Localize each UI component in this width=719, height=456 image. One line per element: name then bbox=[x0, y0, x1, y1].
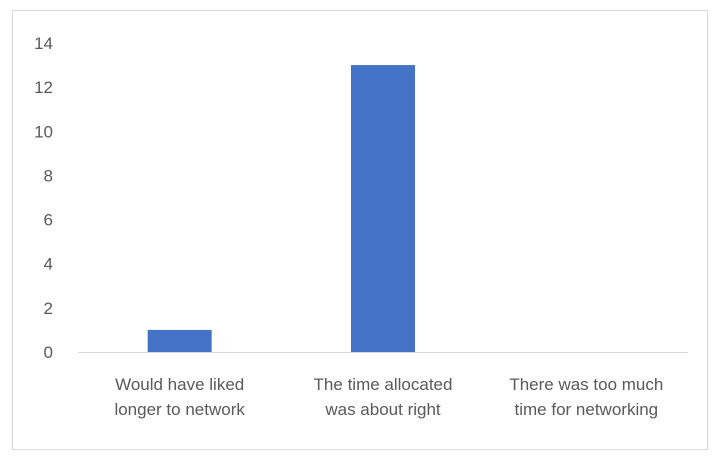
y-tick-label: 4 bbox=[44, 255, 53, 274]
bar-series bbox=[147, 65, 415, 353]
x-tick-label: Would have liked longer to network bbox=[114, 375, 245, 419]
x-tick-label: There was too much time for networking bbox=[509, 375, 663, 419]
x-tick-label-line: was about right bbox=[324, 400, 441, 419]
y-tick-label: 2 bbox=[44, 299, 53, 318]
chart-frame: 0 2 4 6 8 10 12 14 Would have liked longer to ne… bbox=[12, 10, 708, 450]
y-tick-label: 0 bbox=[44, 343, 53, 362]
y-tick-label: 10 bbox=[34, 122, 53, 141]
y-axis-ticks: 0 2 4 6 8 10 12 14 bbox=[34, 34, 53, 362]
x-axis-labels: Would have liked longer to network The tim… bbox=[114, 375, 663, 419]
bar bbox=[351, 65, 415, 353]
y-tick-label: 6 bbox=[44, 211, 53, 230]
x-tick-label-line: There was too much bbox=[509, 375, 663, 394]
y-tick-label: 8 bbox=[44, 166, 53, 185]
x-tick-label-line: The time allocated bbox=[314, 375, 453, 394]
x-tick-label-line: longer to network bbox=[114, 400, 245, 419]
x-tick-label-line: time for networking bbox=[515, 400, 659, 419]
bar bbox=[147, 329, 212, 352]
y-tick-label: 12 bbox=[34, 78, 53, 97]
x-tick-label: The time allocated was about right bbox=[314, 375, 453, 419]
bar-chart: 0 2 4 6 8 10 12 14 Would have liked longer to ne… bbox=[34, 34, 688, 419]
x-tick-label-line: Would have liked bbox=[115, 375, 244, 394]
y-tick-label: 14 bbox=[34, 34, 53, 53]
